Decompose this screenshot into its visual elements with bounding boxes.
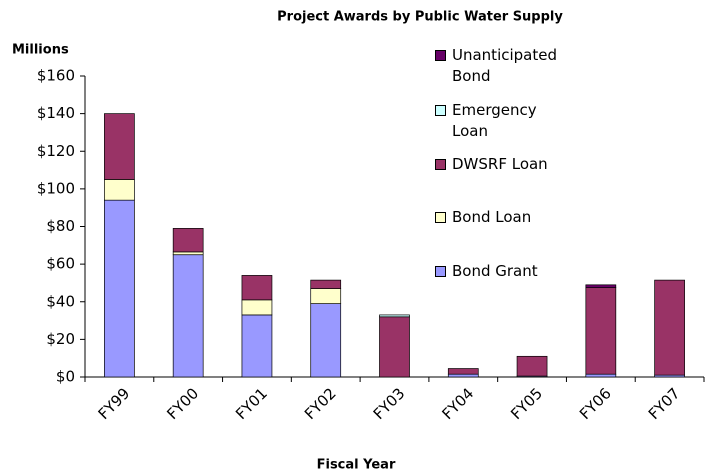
legend-label: Unanticipated Bond: [452, 46, 557, 85]
legend-label: DWSRF Loan: [452, 155, 548, 173]
x-tick-label: FY01: [232, 384, 271, 423]
legend-label: Emergency Loan: [452, 101, 537, 140]
x-tick-label: FY07: [645, 384, 684, 423]
y-tick-label: $60: [46, 255, 75, 273]
y-tick-label: $140: [37, 104, 75, 122]
y-tick-label: $0: [56, 368, 75, 386]
legend-item: Emergency Loan: [435, 100, 557, 142]
bar-segment: [104, 199, 135, 378]
y-tick-label: $160: [37, 67, 75, 85]
bar-segment: [447, 368, 479, 375]
legend-item: Bond Loan: [435, 207, 557, 228]
bar-segment: [310, 303, 342, 378]
x-tick-label: FY05: [507, 384, 546, 423]
x-tick-label: FY99: [95, 384, 134, 423]
legend-item: DWSRF Loan: [435, 154, 557, 175]
chart-title: Project Awards by Public Water Supply: [277, 10, 563, 25]
bar-segment: [379, 316, 410, 378]
bar-segment: [310, 279, 342, 289]
bar-segment: [241, 299, 273, 316]
legend-label: Bond Loan: [452, 208, 532, 226]
y-tick-label: $100: [37, 179, 75, 197]
y-tick-label: $20: [46, 330, 75, 348]
bar-segment: [585, 287, 617, 375]
x-tick-label: FY03: [370, 384, 409, 423]
legend-swatch: [435, 50, 446, 61]
bar-segment: [654, 279, 685, 376]
x-tick-label: FY00: [163, 384, 202, 423]
legend-item: Bond Grant: [435, 261, 557, 282]
bar-segment: [104, 179, 135, 201]
bar-segment: [379, 314, 410, 318]
x-tick-label: FY04: [438, 384, 477, 423]
x-tick-label: FY06: [576, 384, 615, 423]
y-tick-label: $80: [46, 217, 75, 235]
x-tick-label: FY02: [301, 384, 340, 423]
bar-segment: [172, 228, 204, 253]
legend-swatch: [435, 159, 446, 170]
bar-segment: [172, 254, 204, 378]
bar-segment: [516, 355, 548, 377]
legend-swatch: [435, 212, 446, 223]
legend-item: Unanticipated Bond: [435, 45, 557, 87]
bar-segment: [447, 373, 479, 378]
y-tick-label: $40: [46, 292, 75, 310]
legend-swatch: [435, 105, 446, 116]
bar-segment: [585, 373, 617, 378]
bar-segment: [241, 314, 273, 378]
bar-segment: [310, 288, 342, 304]
bar-segment: [241, 275, 273, 301]
y-axis-title: Millions: [12, 43, 69, 58]
bar-segment: [172, 251, 204, 256]
bar-segment: [104, 113, 135, 180]
y-tick-label: $120: [37, 142, 75, 160]
legend-label: Bond Grant: [452, 262, 538, 280]
legend-swatch: [435, 266, 446, 277]
bar-segment: [585, 284, 617, 288]
x-axis-title: Fiscal Year: [317, 458, 396, 473]
